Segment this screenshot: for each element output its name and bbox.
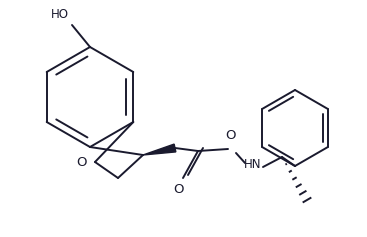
Text: HO: HO — [51, 8, 69, 21]
Text: O: O — [225, 129, 235, 142]
Text: O: O — [173, 183, 183, 196]
Polygon shape — [143, 144, 176, 155]
Text: O: O — [76, 155, 87, 169]
Text: HN: HN — [244, 159, 262, 172]
